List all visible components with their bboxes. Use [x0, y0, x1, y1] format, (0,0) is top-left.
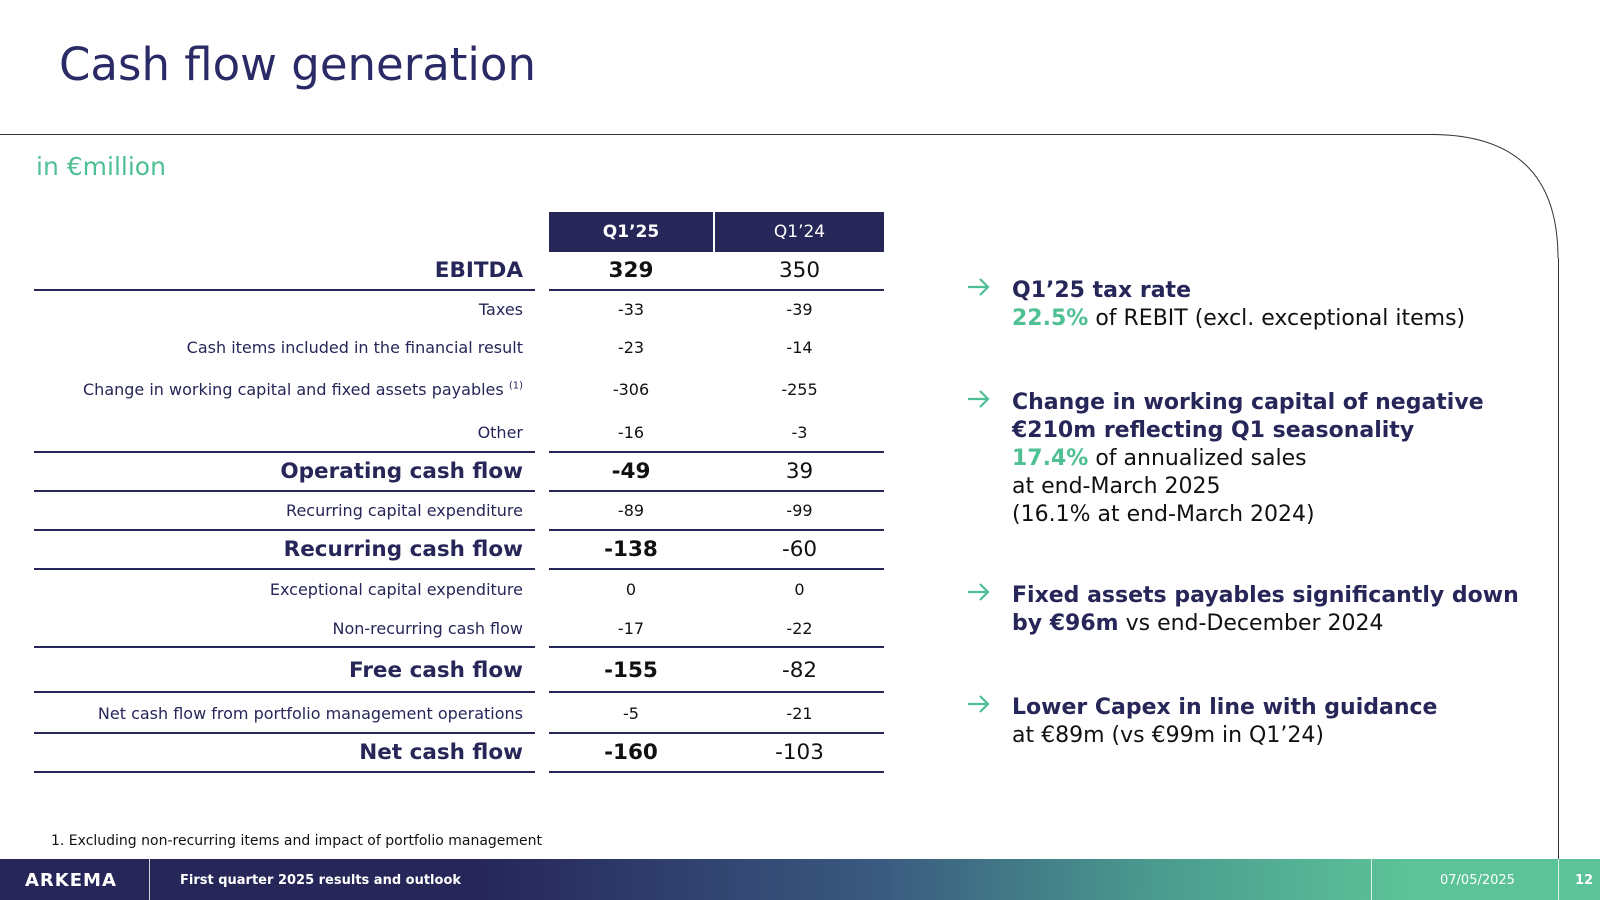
row-label: Exceptional capital expenditure [269, 580, 523, 599]
value-q1-24: -39 [786, 300, 813, 319]
row-divider [34, 451, 535, 453]
value-q1-25: -16 [617, 423, 645, 442]
row-label: Taxes [478, 300, 523, 319]
value-q1-24: -21 [786, 704, 813, 723]
value-q1-24: -103 [775, 740, 824, 765]
value-q1-25: -306 [612, 380, 650, 399]
row-divider [549, 490, 884, 492]
row-label: Net cash flow [359, 740, 523, 765]
footer-bar: ARKEMA First quarter 2025 results and ou… [0, 859, 1600, 900]
value-q1-24: -82 [781, 658, 818, 683]
arrow-right-icon [968, 390, 990, 408]
row-divider [549, 568, 884, 570]
page-title: Cash flow generation [59, 38, 536, 91]
arkema-logo: ARKEMA [25, 870, 117, 891]
bullet-heading: Lower Capex in line with guidance [1012, 695, 1438, 720]
footnote: 1. Excluding non-recurring items and imp… [51, 833, 543, 849]
row-divider [34, 490, 535, 492]
bullet-text: at €89m (vs €99m in Q1’24) [1012, 723, 1324, 748]
value-q1-25: 0 [625, 580, 637, 599]
value-q1-24: -14 [786, 338, 813, 357]
row-divider [34, 529, 535, 531]
value-q1-25: -160 [604, 740, 658, 765]
row-divider [549, 771, 884, 773]
row-label: Free cash flow [349, 658, 523, 683]
footer-title: First quarter 2025 results and outlook [180, 873, 462, 888]
value-q1-24: -255 [781, 380, 818, 399]
bullet-heading-line2: €210m reflecting Q1 seasonality [1012, 418, 1415, 443]
column-header-q1-24: Q1’24 [715, 212, 884, 252]
row-divider [549, 451, 884, 453]
bullet-heading: Q1’25 tax rate [1012, 278, 1191, 303]
bullet-text-line3: (16.1% at end-March 2024) [1012, 502, 1315, 527]
footer-date: 07/05/2025 [1440, 873, 1515, 888]
value-q1-24: -60 [781, 537, 818, 562]
row-divider [34, 568, 535, 570]
value-q1-25: -17 [617, 619, 645, 638]
row-divider [549, 529, 884, 531]
value-q1-25: -155 [604, 658, 658, 683]
value-q1-25: -138 [604, 537, 658, 562]
value-q1-25: -89 [617, 501, 645, 520]
row-divider [34, 691, 535, 693]
bullet-heading-line1: Fixed assets payables significantly down [1012, 583, 1519, 608]
row-label: Non-recurring cash flow [332, 619, 524, 638]
bullet-text-line2: at end-March 2025 [1012, 474, 1221, 499]
value-q1-25: 329 [608, 258, 654, 283]
footer-separator [1558, 859, 1559, 900]
value-q1-25: -49 [611, 459, 651, 484]
row-divider [549, 289, 884, 291]
page-number: 12 [1575, 873, 1594, 888]
bullet-text: of annualized sales [1088, 446, 1307, 471]
row-label: Recurring capital expenditure [286, 501, 523, 520]
footer-separator [1371, 859, 1372, 900]
bullet-text: vs end-December 2024 [1118, 611, 1384, 636]
column-header-q1-25: Q1’25 [549, 212, 713, 252]
footnote-marker: (1) [508, 380, 523, 392]
arrow-right-icon [968, 278, 990, 296]
arrow-right-icon [968, 695, 990, 713]
highlight-value: 22.5% [1012, 306, 1089, 331]
row-divider [34, 732, 535, 734]
row-divider [549, 646, 884, 648]
row-label-text: Change in working capital and fixed asse… [83, 380, 504, 399]
footer-separator [149, 859, 150, 900]
highlight-value: 17.4% [1012, 446, 1089, 471]
row-label: Net cash flow from portfolio management … [97, 704, 523, 723]
row-divider [34, 646, 535, 648]
row-label: Change in working capital and fixed asse… [34, 380, 523, 399]
right-border-line [1558, 258, 1559, 859]
value-q1-24: 350 [778, 258, 821, 283]
bullet-heading-line1: Change in working capital of negative [1012, 390, 1484, 415]
value-q1-25: -33 [617, 300, 645, 319]
row-divider [34, 289, 535, 291]
value-q1-25: -5 [623, 704, 639, 723]
row-label: Cash items included in the financial res… [186, 338, 523, 357]
arrow-right-icon [968, 583, 990, 601]
row-divider [549, 691, 884, 693]
value-q1-25: -23 [617, 338, 645, 357]
corner-curve [1430, 134, 1559, 259]
row-label: Operating cash flow [280, 459, 523, 484]
value-q1-24: -22 [786, 619, 813, 638]
row-label: EBITDA [434, 258, 523, 283]
bullet-heading-line2: by €96m [1012, 611, 1119, 636]
value-q1-24: 0 [794, 580, 805, 599]
value-q1-24: -99 [786, 501, 813, 520]
row-label: Recurring cash flow [283, 537, 523, 562]
value-q1-24: -3 [791, 423, 808, 442]
row-divider [34, 771, 535, 773]
header-divider [0, 134, 1437, 135]
row-label: Other [477, 423, 523, 442]
value-q1-24: 39 [785, 459, 814, 484]
unit-label: in €million [36, 152, 166, 181]
row-divider [549, 732, 884, 734]
bullet-text: of REBIT (excl. exceptional items) [1088, 306, 1466, 331]
